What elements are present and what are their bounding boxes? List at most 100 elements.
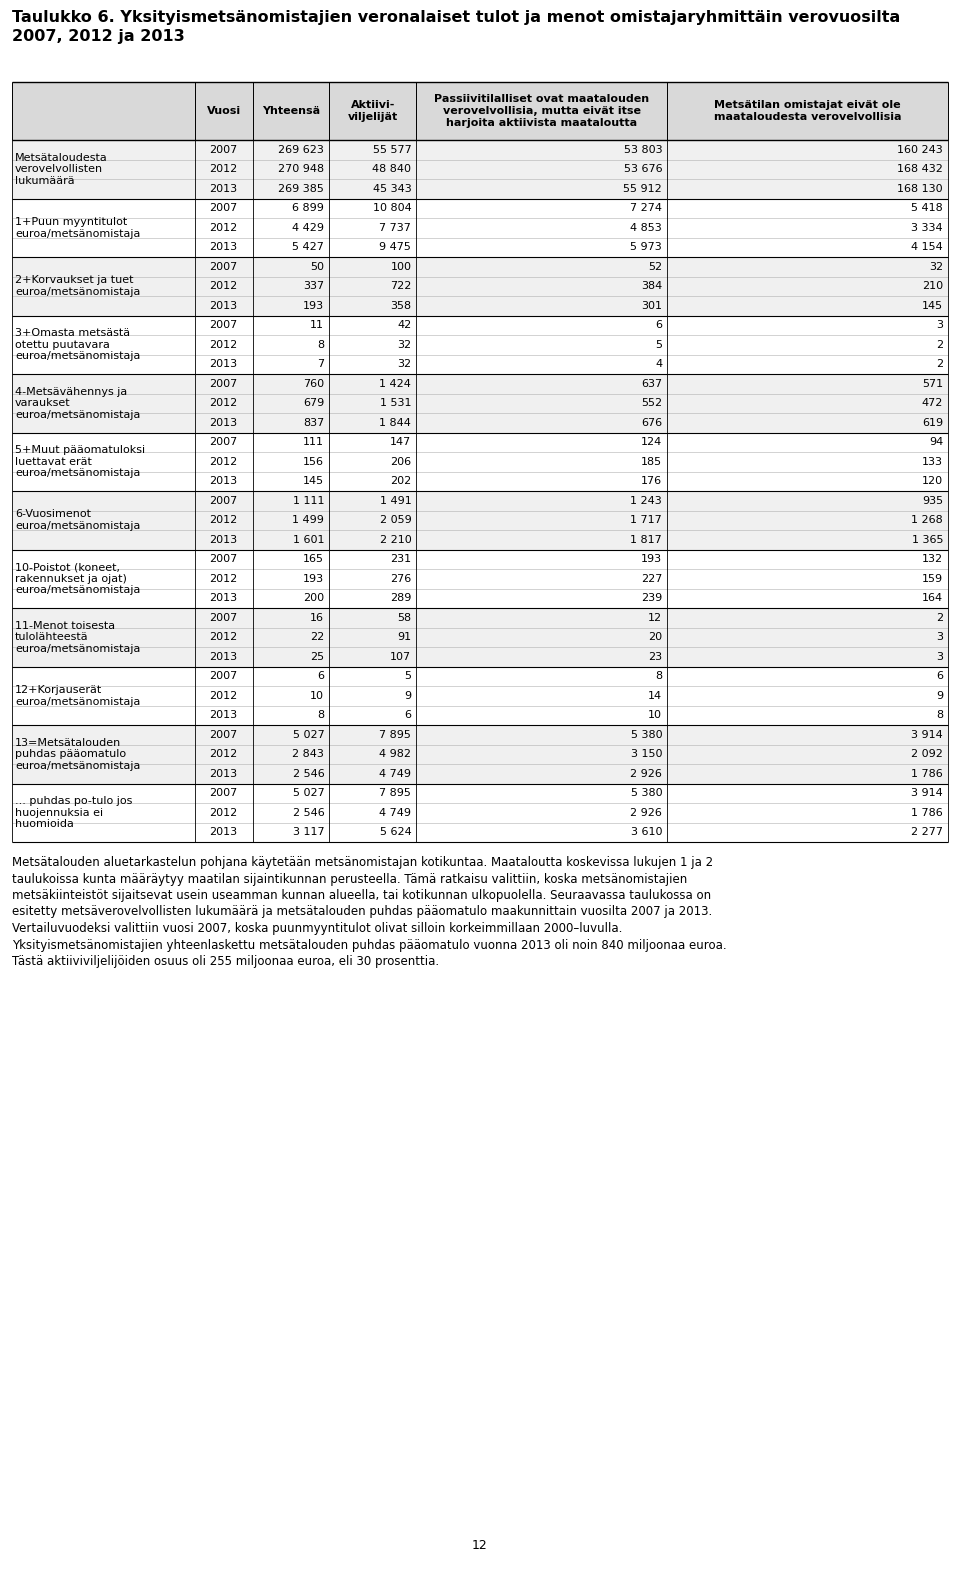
- Text: 200: 200: [303, 593, 324, 604]
- Text: 2013: 2013: [209, 711, 237, 720]
- Text: 2012: 2012: [209, 750, 238, 759]
- Text: 2012: 2012: [209, 632, 238, 643]
- Text: 5 380: 5 380: [631, 788, 662, 799]
- Text: 571: 571: [922, 379, 943, 388]
- Text: 7: 7: [317, 360, 324, 369]
- Text: 270 948: 270 948: [278, 163, 324, 174]
- Text: 2007: 2007: [209, 203, 238, 214]
- Text: 6: 6: [655, 321, 662, 330]
- Text: 107: 107: [390, 652, 411, 662]
- Bar: [12, 256, 948, 316]
- Text: 2 926: 2 926: [631, 769, 662, 778]
- Text: Metsätalouden aluetarkastelun pohjana käytetään metsänomistajan kotikuntaa. Maat: Metsätalouden aluetarkastelun pohjana kä…: [12, 857, 727, 968]
- Text: 1 365: 1 365: [911, 534, 943, 545]
- Text: Taulukko 6. Yksityismetsänomistajien veronalaiset tulot ja menot omistajaryhmitt: Taulukko 6. Yksityismetsänomistajien ver…: [12, 9, 900, 44]
- Text: 1 786: 1 786: [911, 769, 943, 778]
- Text: 8: 8: [655, 671, 662, 681]
- Text: 100: 100: [391, 263, 411, 272]
- Text: 16: 16: [310, 613, 324, 623]
- Text: 176: 176: [641, 476, 662, 486]
- Text: 7 895: 7 895: [379, 729, 411, 740]
- Text: 4-Metsävähennys ja
varaukset
euroa/metsänomistaja: 4-Metsävähennys ja varaukset euroa/metsä…: [15, 387, 140, 420]
- Bar: [12, 432, 948, 490]
- Text: 168 130: 168 130: [898, 184, 943, 193]
- Text: 1 786: 1 786: [911, 808, 943, 817]
- Text: 4: 4: [655, 360, 662, 369]
- Text: 91: 91: [397, 632, 411, 643]
- Text: 2+Korvaukset ja tuet
euroa/metsänomistaja: 2+Korvaukset ja tuet euroa/metsänomistaj…: [15, 275, 140, 297]
- Text: 2007: 2007: [209, 613, 238, 623]
- Text: 2012: 2012: [209, 690, 238, 701]
- Text: 2007: 2007: [209, 437, 238, 448]
- Text: Passiivitilalliset ovat maatalouden
verovelvollisia, mutta eivät itse
harjoita a: Passiivitilalliset ovat maatalouden vero…: [434, 94, 649, 127]
- Text: 637: 637: [641, 379, 662, 388]
- Text: 193: 193: [641, 555, 662, 564]
- Text: 2 059: 2 059: [379, 516, 411, 525]
- Text: 1 531: 1 531: [380, 398, 411, 409]
- Text: 5 027: 5 027: [293, 788, 324, 799]
- Text: 58: 58: [397, 613, 411, 623]
- Text: 4 749: 4 749: [379, 808, 411, 817]
- Text: 301: 301: [641, 300, 662, 311]
- Text: 48 840: 48 840: [372, 163, 411, 174]
- Text: 2013: 2013: [209, 476, 237, 486]
- Text: 7 274: 7 274: [630, 203, 662, 214]
- Text: 2007: 2007: [209, 555, 238, 564]
- Text: 12+Korjauserät
euroa/metsänomistaja: 12+Korjauserät euroa/metsänomistaja: [15, 685, 140, 706]
- Text: 837: 837: [303, 418, 324, 428]
- Text: 55 577: 55 577: [372, 145, 411, 154]
- Text: 2012: 2012: [209, 457, 238, 467]
- Text: 11: 11: [310, 321, 324, 330]
- Text: 133: 133: [922, 457, 943, 467]
- Text: 5 624: 5 624: [379, 827, 411, 838]
- Bar: [12, 783, 948, 843]
- Text: 124: 124: [641, 437, 662, 448]
- Text: 358: 358: [390, 300, 411, 311]
- Text: 50: 50: [310, 263, 324, 272]
- Text: 10-Poistot (koneet,
rakennukset ja ojat)
euroa/metsänomistaja: 10-Poistot (koneet, rakennukset ja ojat)…: [15, 563, 140, 596]
- Text: 13=Metsätalouden
puhdas pääomatulo
euroa/metsänomistaja: 13=Metsätalouden puhdas pääomatulo euroa…: [15, 737, 140, 770]
- Text: Yhteensä: Yhteensä: [262, 105, 320, 116]
- Text: 5 427: 5 427: [293, 242, 324, 252]
- Text: 935: 935: [922, 495, 943, 506]
- Text: 10: 10: [310, 690, 324, 701]
- Text: 231: 231: [390, 555, 411, 564]
- Text: 2 210: 2 210: [379, 534, 411, 545]
- Text: 2012: 2012: [209, 808, 238, 817]
- Text: 53 676: 53 676: [624, 163, 662, 174]
- Text: 2007: 2007: [209, 321, 238, 330]
- Text: 1 601: 1 601: [293, 534, 324, 545]
- Text: 4 982: 4 982: [379, 750, 411, 759]
- Text: 2013: 2013: [209, 300, 237, 311]
- Text: 94: 94: [928, 437, 943, 448]
- Text: 8: 8: [317, 340, 324, 349]
- Text: 111: 111: [303, 437, 324, 448]
- Text: 42: 42: [397, 321, 411, 330]
- Text: 4 154: 4 154: [911, 242, 943, 252]
- Text: 145: 145: [303, 476, 324, 486]
- Text: 4 853: 4 853: [631, 223, 662, 233]
- Text: 2 277: 2 277: [911, 827, 943, 838]
- Text: 2007: 2007: [209, 495, 238, 506]
- Bar: [12, 140, 948, 198]
- Text: 1 717: 1 717: [631, 516, 662, 525]
- Text: 7 737: 7 737: [379, 223, 411, 233]
- Text: 6: 6: [936, 671, 943, 681]
- Text: 206: 206: [390, 457, 411, 467]
- Text: 12: 12: [648, 613, 662, 623]
- Text: 2: 2: [936, 613, 943, 623]
- Text: 10: 10: [648, 711, 662, 720]
- Text: 2: 2: [936, 360, 943, 369]
- Text: 5 027: 5 027: [293, 729, 324, 740]
- Text: 159: 159: [922, 574, 943, 583]
- Text: 5: 5: [655, 340, 662, 349]
- Text: 2007: 2007: [209, 145, 238, 154]
- Text: Aktiivi-
viljelijät: Aktiivi- viljelijät: [348, 101, 398, 121]
- Text: 384: 384: [641, 281, 662, 291]
- Text: 3: 3: [936, 632, 943, 643]
- Text: 760: 760: [303, 379, 324, 388]
- Text: 164: 164: [922, 593, 943, 604]
- Text: 2013: 2013: [209, 184, 237, 193]
- Text: 210: 210: [922, 281, 943, 291]
- Text: 2012: 2012: [209, 516, 238, 525]
